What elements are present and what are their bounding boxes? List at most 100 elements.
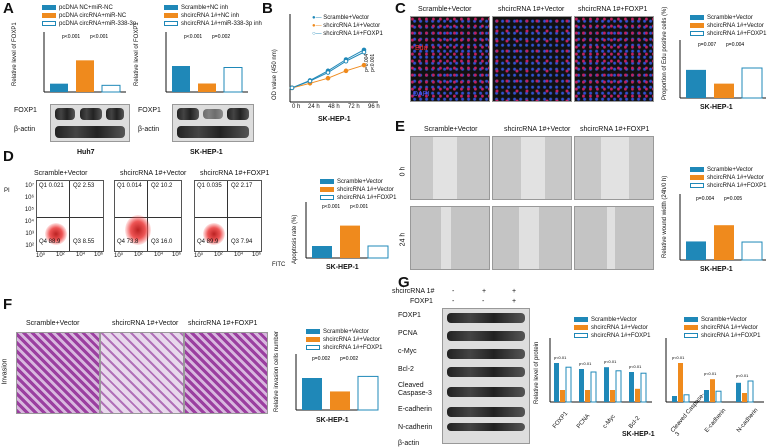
cell-line-label: SK-HEP-1 — [326, 264, 359, 271]
blot-label: Cleaved Caspase-3 — [398, 382, 432, 397]
sig-label: p=0.007 — [698, 42, 716, 48]
group-label: Scramble+Vector — [34, 170, 88, 177]
panel-b-legend: ●— Scramble+Vector ●— shcircRNA 1#+Vecto… — [312, 15, 383, 37]
x-tick-label: 10⁰ — [114, 253, 124, 259]
bar — [686, 241, 706, 260]
quadrant-label: Q4 73.8 — [117, 239, 139, 245]
blot-label: FOXP1 — [14, 107, 37, 114]
x-tick-label: 96 h — [368, 104, 380, 110]
bar — [736, 382, 741, 402]
legend-entry: pcDNA circRNA+miR-NC — [59, 13, 127, 19]
x-tick-label: 10⁶ — [94, 252, 104, 258]
x-tick-label: 48 h — [328, 104, 340, 110]
western-blot-image — [442, 308, 530, 444]
wound-image — [574, 136, 654, 200]
x-tick-label: N-cadherin — [736, 407, 760, 434]
sign: - — [482, 298, 485, 305]
bar — [678, 363, 683, 402]
blot-label: E-cadherin — [398, 406, 432, 413]
blot-label: β-actin — [138, 126, 160, 133]
bar — [340, 225, 360, 258]
quadrant-label: Q1 0.021 — [39, 183, 64, 189]
row-label: 0 h — [399, 166, 407, 177]
data-point — [361, 62, 367, 68]
x-tick-label: 10⁰ — [194, 253, 204, 259]
group-label: shcircRNA 1#+FOXP1 — [200, 170, 270, 177]
bar — [357, 375, 379, 411]
x-tick-label: 72 h — [348, 104, 360, 110]
x-tick-label: c-Myc — [602, 413, 617, 430]
panel-c-legend: Scramble+Vector shcircRNA 1#+Vector shci… — [690, 14, 767, 38]
panel-label-f: F — [3, 296, 13, 313]
data-point — [307, 78, 313, 84]
bar-chart-g-right: p<0.01 p<0.01 p<0.01 — [665, 338, 764, 403]
bar — [312, 246, 332, 258]
bar — [715, 390, 722, 403]
panel-a-left-chart: pcDNA NC+miR-NC pcDNA circRNA+miR-NC pcD… — [12, 4, 136, 94]
y-tick-label: 10³ — [25, 231, 34, 237]
legend-entry: Scramble+Vector — [337, 179, 383, 185]
bar — [198, 83, 216, 92]
sign: + — [512, 298, 517, 305]
x-tick-label: 10⁶ — [172, 252, 182, 258]
y-axis-label: Proportion of Edu positive cells (%) — [662, 6, 668, 100]
legend-entry: shcircRNA 1#+FOXP1 — [323, 345, 383, 351]
group-label: Scramble+Vector — [424, 126, 478, 133]
bar — [635, 388, 640, 402]
wound-image — [492, 136, 572, 200]
cell-line-label: SK-HEP-1 — [190, 149, 223, 156]
flow-plot: Q1 0.035 Q2 2.17 Q4 89.9 Q3 7.94 — [194, 180, 262, 252]
bar — [604, 367, 609, 402]
bar — [710, 379, 715, 402]
bar-chart-c: p=0.007 p=0.004 — [679, 40, 766, 99]
y-axis-label: PI — [4, 188, 10, 194]
header-label: FOXP1 — [410, 298, 433, 305]
quadrant-label: Q1 0.035 — [197, 183, 222, 189]
legend-entry: shcircRNA 1#+Vector — [701, 325, 758, 331]
group-label: shcircRNA 1#+FOXP1 — [578, 6, 648, 13]
sig-label: p<0.001 — [62, 34, 80, 40]
bar — [50, 83, 68, 92]
x-tick-label: 24 h — [308, 104, 320, 110]
sig-label: p<0.01 — [554, 355, 567, 360]
group-label: shcircRNA 1#+FOXP1 — [188, 320, 258, 327]
panel-a-left-legend: pcDNA NC+miR-NC pcDNA circRNA+miR-NC pcD… — [42, 4, 152, 28]
data-point — [361, 49, 367, 55]
bar — [747, 380, 754, 403]
panel-e-legend: Scramble+Vector shcircRNA 1#+Vector shci… — [690, 166, 767, 190]
sig-label: p=0.004 — [364, 54, 370, 72]
legend-entry: shcircRNA 1#+Vector — [323, 337, 380, 343]
legend-entry: Scramble+Vector — [591, 317, 637, 323]
edu-image — [492, 16, 572, 102]
sig-label: p<0.01 — [672, 355, 685, 360]
wound-image — [410, 136, 490, 200]
y-tick-label: 10² — [25, 243, 34, 249]
x-axis-label: FITC — [272, 262, 286, 268]
flow-plot: Q1 0.014 Q2 10.2 Q4 73.8 Q3 16.0 — [114, 180, 182, 252]
x-tick-label: FOXP1 — [552, 410, 570, 430]
panel-label-g: G — [398, 274, 410, 291]
sig-label: p<0.001 — [90, 34, 108, 40]
bar — [741, 67, 763, 99]
invasion-image — [16, 332, 100, 414]
cell-line-label: SK-HEP-1 — [318, 116, 351, 123]
sig-label: p<0.01 — [736, 373, 749, 378]
row-label: Invasion — [1, 358, 9, 385]
group-label: shcircRNA 1#+Vector — [112, 320, 179, 327]
cell-line-label: SK-HEP-1 — [700, 104, 733, 111]
y-axis-label: Apoptosis rate (%) — [292, 214, 298, 264]
edu-image — [574, 16, 654, 102]
bar — [560, 390, 565, 402]
sign: + — [512, 288, 517, 295]
bar-chart-a-left: p<0.001 p<0.001 — [43, 32, 126, 93]
quadrant-label: Q2 2.17 — [231, 183, 253, 189]
sig-label: p<0.01 — [704, 371, 717, 376]
panel-label-b: B — [262, 0, 273, 17]
panel-label-c: C — [395, 0, 406, 17]
legend-entry: shcircRNA 1#+Vector — [337, 187, 394, 193]
data-point — [289, 85, 295, 91]
flow-plot: Q1 0.021 Q2 2.53 Q4 88.9 Q3 8.55 — [36, 180, 104, 252]
x-tick-label: 10² — [134, 252, 143, 258]
cell-line-label: SK-HEP-1 — [700, 266, 733, 273]
quadrant-label: Q3 7.94 — [231, 239, 253, 245]
